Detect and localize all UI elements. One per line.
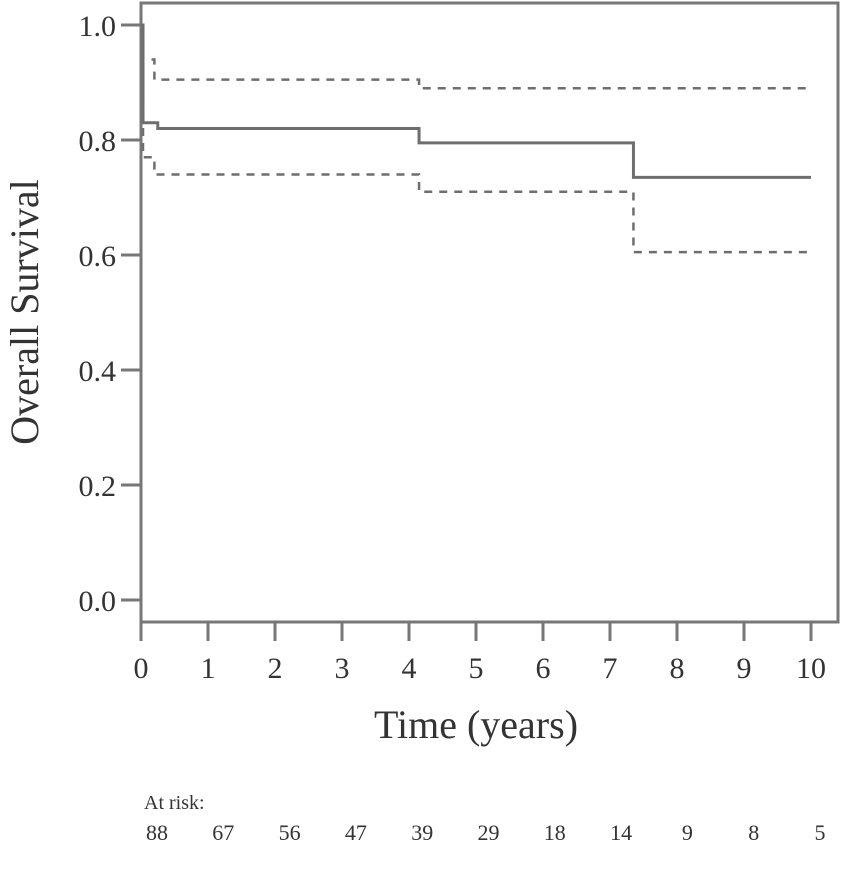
y-tick-label: 0.0 (79, 585, 117, 618)
at-risk-value: 5 (814, 820, 826, 845)
x-tick-label: 0 (134, 652, 149, 685)
at-risk-row: 88 67 56 47 39 29 18 14 9 8 5 (0, 820, 850, 850)
y-tick-label: 0.4 (79, 355, 117, 388)
x-tick-label: 7 (603, 652, 618, 685)
at-risk-value: 67 (212, 820, 235, 845)
survival-curves (141, 23, 811, 254)
survival-chart: 0.0 0.2 0.4 0.6 0.8 1.0 0 1 2 3 4 5 6 7 8 9 10 Overall … (2, 1, 840, 747)
x-tick-label: 10 (796, 652, 826, 685)
ci-line (141, 23, 811, 90)
x-tick-label: 4 (402, 652, 417, 685)
at-risk-value: 88 (146, 820, 168, 845)
survival-line (141, 23, 811, 179)
x-tick-label: 2 (268, 652, 283, 685)
y-tick-label: 0.6 (79, 240, 117, 273)
at-risk-value: 18 (543, 820, 566, 845)
ci-line (141, 23, 811, 254)
y-axis-title: Overall Survival (2, 179, 47, 445)
x-tick-label: 5 (469, 652, 484, 685)
at-risk-value: 47 (344, 820, 367, 845)
y-tick-label: 0.8 (79, 125, 117, 158)
at-risk-value: 9 (681, 820, 693, 845)
y-tick-label: 1.0 (79, 10, 117, 43)
at-risk-value: 39 (411, 820, 434, 845)
y-axis: 0.0 0.2 0.4 0.6 0.8 1.0 (79, 10, 141, 618)
x-tick-label: 3 (335, 652, 350, 685)
at-risk-value: 8 (748, 820, 760, 845)
at-risk-value: 14 (610, 820, 633, 845)
x-tick-label: 1 (201, 652, 216, 685)
at-risk-value: 56 (278, 820, 301, 845)
x-tick-label: 9 (737, 652, 752, 685)
x-axis-title: Time (years) (374, 702, 578, 747)
at-risk-value: 29 (477, 820, 500, 845)
y-tick-label: 0.2 (79, 470, 117, 503)
plot-frame (139, 1, 840, 624)
x-axis: 0 1 2 3 4 5 6 7 8 9 10 (134, 622, 826, 685)
x-tick-label: 6 (536, 652, 551, 685)
x-tick-label: 8 (670, 652, 685, 685)
at-risk-title: At risk: (144, 792, 205, 814)
plot-border (139, 1, 840, 624)
